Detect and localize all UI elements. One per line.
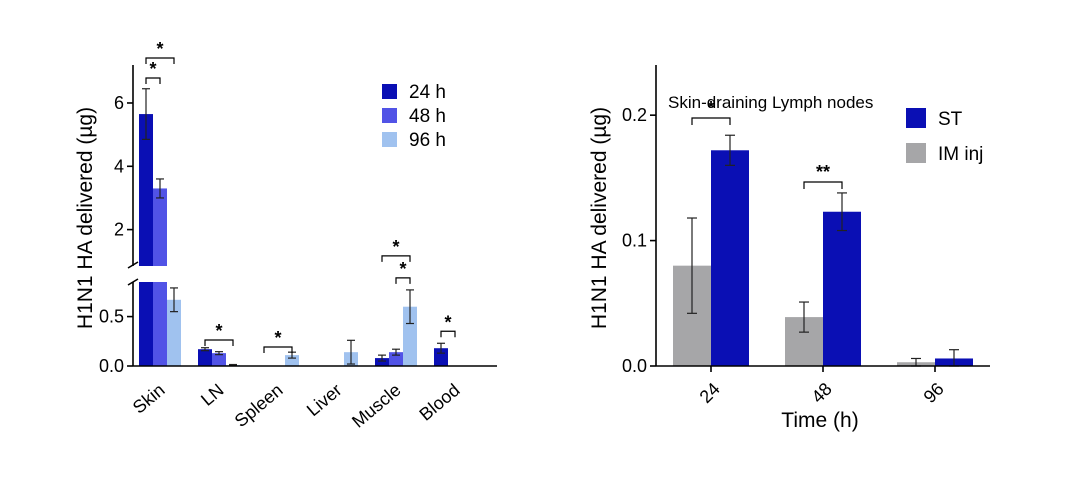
y-axis-title: H1N1 HA delivered (µg): [74, 107, 97, 329]
x-tick-label-blood: Blood: [415, 380, 463, 425]
x-tick-label-muscle: Muscle: [348, 380, 405, 432]
x-tick-label-ln: LN: [197, 380, 227, 410]
bar-skin-2: [167, 299, 181, 366]
bar-muscle-2: [403, 306, 417, 366]
significance-bracket: [145, 57, 175, 64]
axis-break-mark: [127, 261, 139, 269]
x-tick-label-liver: Liver: [303, 380, 346, 420]
significance-bracket: [440, 330, 456, 338]
significance-bracket: [395, 277, 411, 284]
y-tick-label: 6: [114, 93, 124, 113]
significance-label: *: [149, 59, 156, 79]
significance-label: *: [215, 321, 222, 341]
significance-label: *: [444, 312, 451, 332]
significance-label: *: [274, 328, 281, 348]
bar-skin-0-lower: [139, 282, 153, 366]
bar-skin-1-upper: [153, 188, 167, 266]
y-tick-label: 4: [114, 156, 124, 176]
legend-label-0: 24 h: [409, 82, 446, 103]
significance-bracket: [381, 255, 411, 262]
significance-bracket: [263, 346, 293, 353]
axis-break-mark: [127, 278, 139, 286]
bar-ln-1: [212, 353, 226, 366]
x-tick-label-skin: Skin: [129, 380, 169, 418]
legend-label-1: 48 h: [409, 106, 446, 127]
bar-skin-1-lower: [153, 282, 167, 366]
legend-label-2: 96 h: [409, 130, 446, 151]
bar-ln-0: [198, 349, 212, 366]
y-tick-label: 0.5: [99, 307, 124, 327]
legend-swatch-1: [382, 108, 397, 123]
significance-label: *: [392, 237, 399, 257]
bar-spleen-2: [285, 355, 299, 366]
y-tick-label: 2: [114, 220, 124, 240]
significance-bracket: [204, 339, 234, 346]
significance-label: *: [399, 259, 406, 279]
legend-swatch-2: [382, 132, 397, 147]
y-tick-label: 0.0: [99, 356, 124, 376]
legend-swatch-0: [382, 84, 397, 99]
bar-skin-0-upper: [139, 114, 153, 267]
significance-label: *: [156, 39, 163, 59]
bar-muscle-0: [375, 358, 389, 366]
x-tick-label-spleen: Spleen: [231, 380, 287, 431]
significance-bracket: [145, 77, 161, 84]
